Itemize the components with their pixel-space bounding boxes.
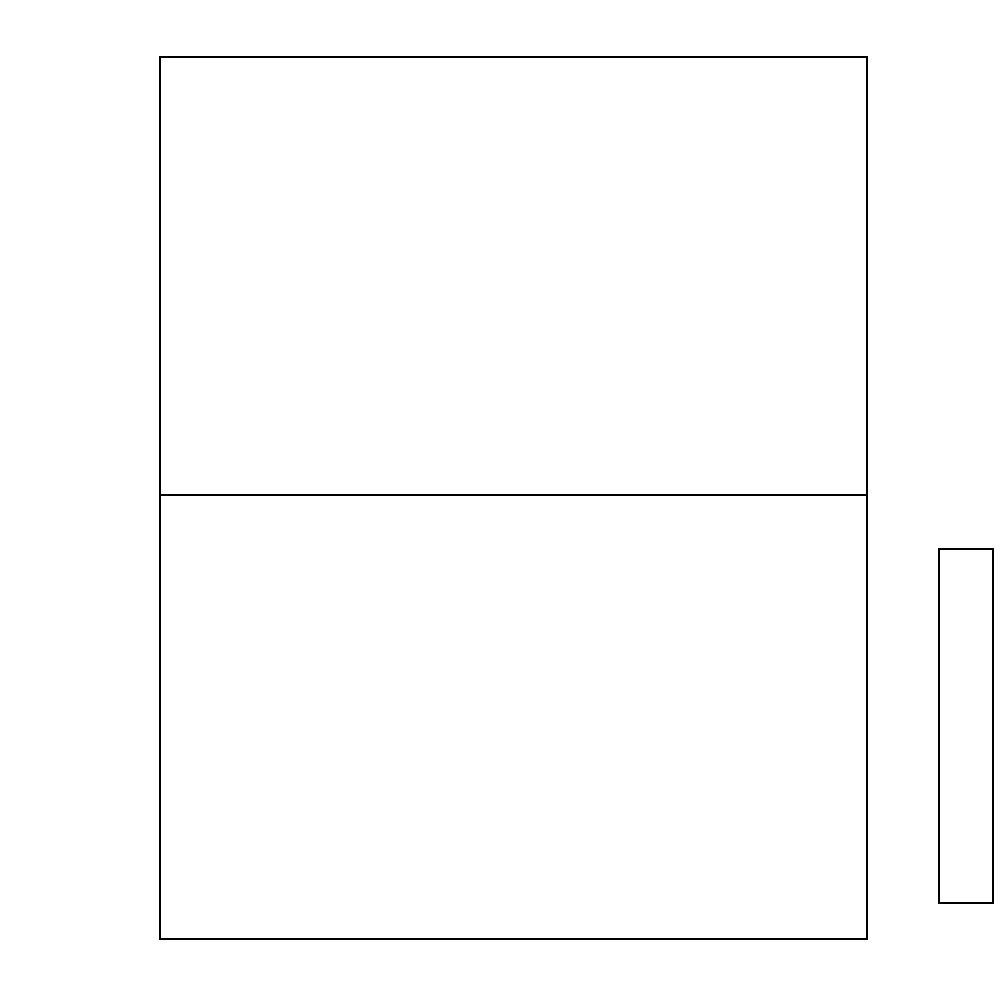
spectrogram-panel-upper [159, 56, 868, 496]
spectrogram-canvas-upper [161, 58, 866, 494]
colorbar [938, 548, 994, 904]
spectrogram-panel-lower [159, 494, 868, 940]
spectrogram-canvas-lower [161, 496, 866, 938]
